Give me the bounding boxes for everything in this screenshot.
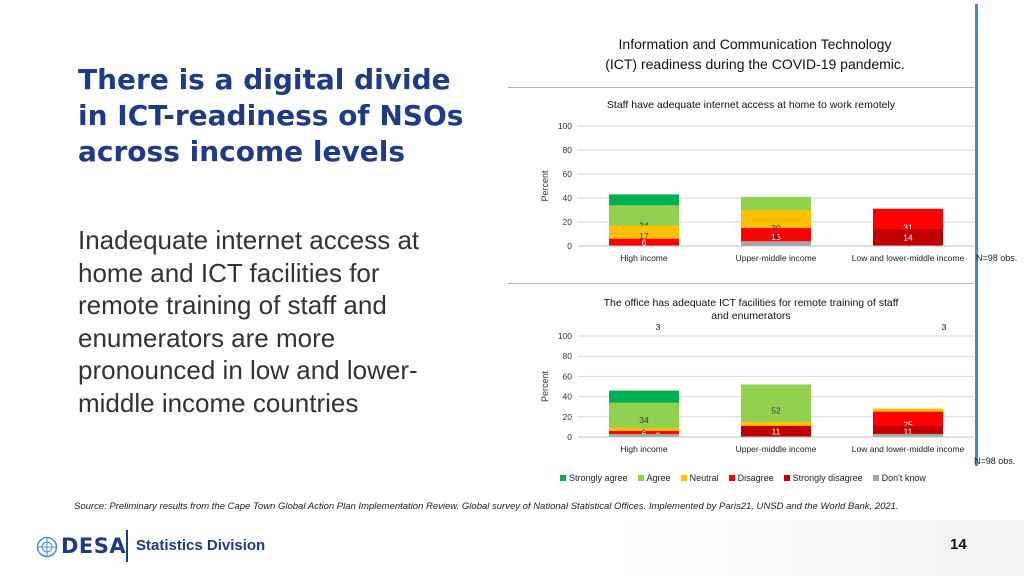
y-tick-label: 0 <box>567 432 572 442</box>
chart-internet-access: Staff have adequate internet access at h… <box>540 99 974 263</box>
data-label: 34 <box>639 415 649 425</box>
x-tick-label: High income <box>620 444 668 454</box>
main-title-line2: (ICT) readiness during the COVID-19 pand… <box>605 56 905 72</box>
chart-title: and enumerators <box>711 310 790 322</box>
legend-label: Neutral <box>689 473 719 483</box>
chart-legend: Strongly agree Agree Neutral Disagree Strong… <box>560 473 960 483</box>
data-label: 4 <box>774 231 779 241</box>
legend-swatch <box>637 475 644 481</box>
data-label: 3 <box>942 322 947 332</box>
y-tick-label: 100 <box>558 331 572 341</box>
data-label: 15 <box>771 232 781 242</box>
bar-segment <box>609 238 679 246</box>
x-tick-label: Upper-middle income <box>736 444 817 454</box>
un-emblem-icon <box>36 536 58 558</box>
legend-item: Strongly disagree <box>783 473 863 483</box>
slide-subtext: Inadequate internet access at home and I… <box>78 225 420 418</box>
data-label: 11 <box>772 426 781 436</box>
source-note: Source: Preliminary results from the Cap… <box>74 501 899 512</box>
legend-swatch <box>560 475 566 481</box>
legend-swatch <box>728 475 735 481</box>
y-tick-label: 100 <box>558 121 572 131</box>
statistics-division-label: Statistics Division <box>136 537 266 554</box>
data-label: 17 <box>639 231 649 241</box>
data-label: 52 <box>771 406 781 416</box>
x-tick-label: Low and lower-middle income <box>852 253 965 263</box>
y-tick-label: 80 <box>563 145 573 155</box>
bar-segment <box>873 425 943 437</box>
legend-swatch <box>872 475 879 481</box>
legend-label: Disagree <box>737 473 774 483</box>
y-tick-label: 20 <box>563 412 573 422</box>
x-tick-label: Low and lower-middle income <box>852 444 965 454</box>
y-tick-label: 40 <box>563 193 573 203</box>
y-tick-label: 80 <box>563 351 573 361</box>
footer-separator <box>126 530 128 562</box>
legend-label: Agree <box>646 473 671 483</box>
legend-label: Strongly agree <box>569 473 628 483</box>
data-label: 14 <box>903 233 913 243</box>
y-tick-label: 60 <box>563 371 573 381</box>
legend-item: Neutral <box>680 473 719 483</box>
y-axis-label: Percent <box>540 170 550 202</box>
main-chart-title: Information and Communication Technology… <box>560 34 950 74</box>
chart-title: Staff have adequate internet access at h… <box>607 99 896 111</box>
y-tick-label: 60 <box>563 169 573 179</box>
accent-vertical-line <box>975 4 978 466</box>
bar-segment <box>873 433 943 437</box>
y-tick-label: 20 <box>563 217 573 227</box>
chart-ict-facilities: The office has adequate ICT facilities f… <box>540 297 974 454</box>
footer-bar <box>0 520 1024 576</box>
x-tick-label: Upper-middle income <box>736 253 817 263</box>
x-tick-label: High income <box>620 253 668 263</box>
data-label: 3 <box>656 322 661 332</box>
legend-label: Strongly disagree <box>792 473 863 483</box>
legend-label: Don't know <box>881 473 926 483</box>
bar-segment <box>873 229 943 246</box>
chart2-note: N=98 obs. <box>974 456 1016 466</box>
divider-top <box>508 87 974 88</box>
divider-middle <box>508 283 974 284</box>
legend-item: Disagree <box>728 473 774 483</box>
legend-item: Agree <box>637 473 671 483</box>
desa-logo-text: DESA <box>61 534 127 558</box>
slide-heading: There is a digital divide in ICT-readine… <box>78 63 464 168</box>
page-number: 14 <box>950 536 967 553</box>
chart-title: The office has adequate ICT facilities f… <box>604 297 899 309</box>
y-axis-label: Percent <box>540 370 550 402</box>
data-label: 6 <box>642 237 647 247</box>
y-tick-label: 40 <box>563 392 573 402</box>
legend-swatch <box>783 475 790 481</box>
main-title-line1: Information and Communication Technology <box>618 36 892 52</box>
y-tick-label: 0 <box>567 241 572 251</box>
bar-segment <box>741 241 811 246</box>
legend-item: Strongly agree <box>560 473 628 483</box>
data-label: 31 <box>903 222 913 232</box>
data-label: 25 <box>903 419 913 429</box>
bar-segment <box>741 425 811 437</box>
data-label: 11 <box>904 426 913 436</box>
legend-swatch <box>680 475 687 481</box>
chart1-note: N=98 obs. <box>976 253 1018 263</box>
legend-item: Don't know <box>872 473 926 483</box>
bar-segment <box>609 433 679 437</box>
